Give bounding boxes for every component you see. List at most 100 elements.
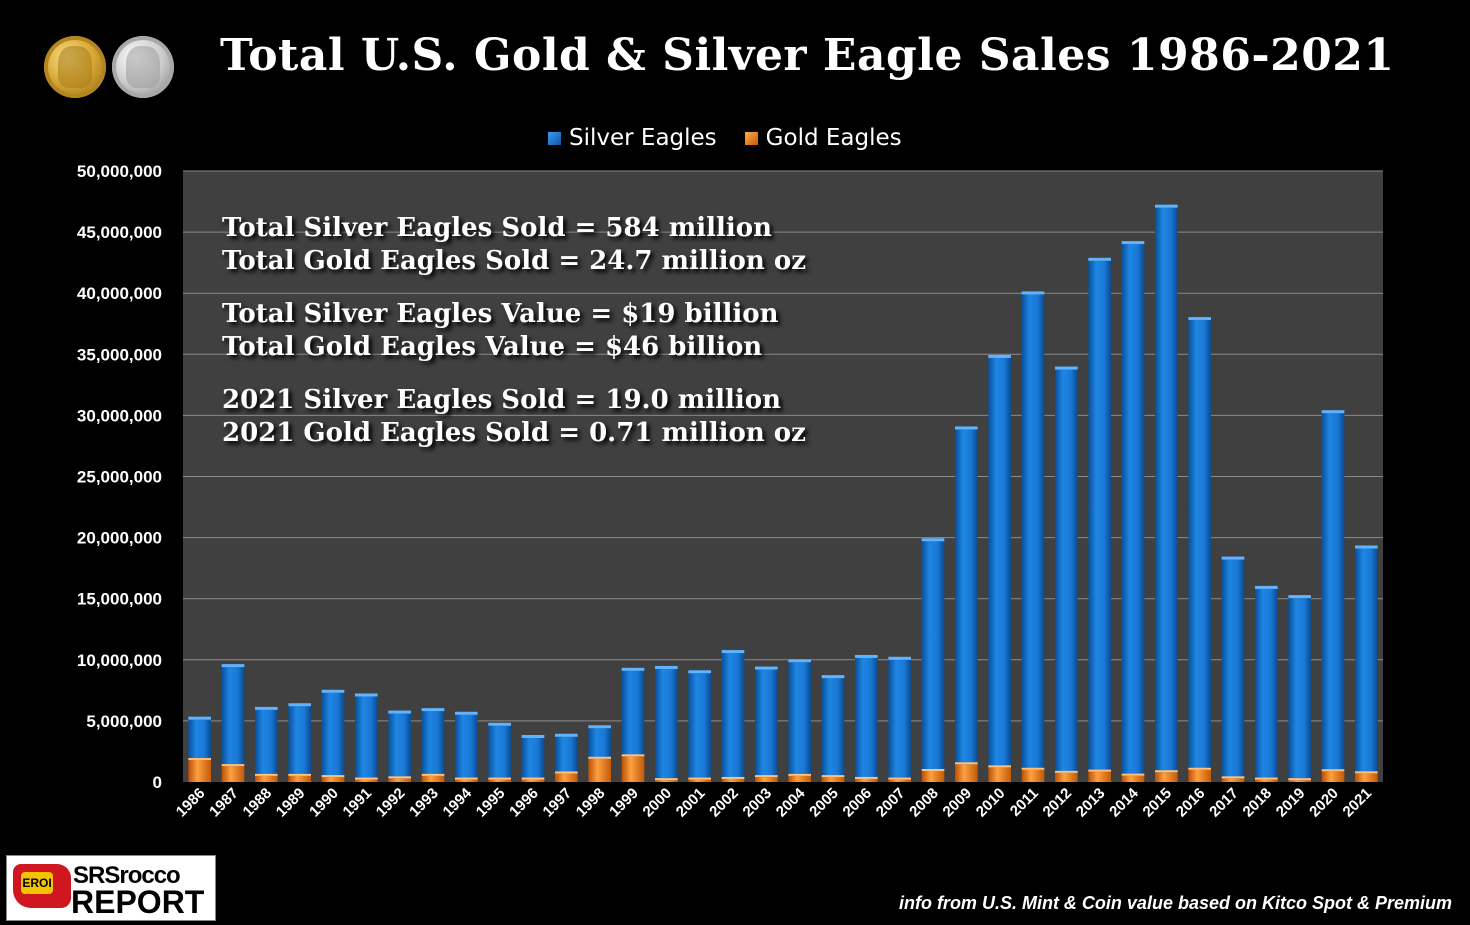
bar-silver-1997 (555, 736, 578, 774)
bar-silver-top-2019 (1288, 595, 1311, 599)
x-tick-label: 1987 (206, 785, 242, 821)
bar-gold-top-1991 (355, 777, 378, 780)
bar-gold-1987 (221, 766, 245, 782)
y-tick-label: 20,000,000 (77, 529, 162, 548)
gold-eagle-coin-icon (44, 36, 106, 98)
bar-gold-1996 (521, 779, 545, 782)
bar-silver-top-2004 (788, 659, 811, 663)
legend-item-gold: Gold Eagles (744, 125, 902, 151)
bar-gold-top-2005 (821, 775, 845, 778)
x-tick-label: 1995 (473, 785, 509, 821)
bar-gold-top-1994 (455, 777, 478, 780)
legend-swatch-silver (548, 131, 561, 145)
bar-silver-2006 (855, 657, 878, 779)
bar-gold-2007 (888, 779, 911, 782)
bar-silver-top-1996 (521, 735, 545, 739)
bar-gold-top-2015 (1155, 770, 1178, 773)
bar-silver-2010 (988, 357, 1011, 768)
bar-gold-1995 (488, 779, 511, 782)
x-tick-label: 2000 (640, 785, 676, 821)
bar-gold-top-2013 (1088, 769, 1111, 772)
bar-silver-top-1986 (188, 716, 211, 720)
annotation-2021-gold-sold: 2021 Gold Eagles Sold = 0.71 million oz (222, 418, 806, 448)
bar-gold-2011 (1021, 769, 1045, 782)
x-tick-label: 2014 (1106, 784, 1142, 820)
bar-gold-top-1996 (521, 777, 545, 780)
legend-swatch-gold (744, 131, 758, 145)
y-tick-label: 10,000,000 (77, 651, 162, 670)
bar-silver-top-2010 (988, 354, 1011, 358)
x-tick-label: 2019 (1273, 785, 1309, 821)
annotation-totals-sold: Total Silver Eagles Sold = 584 million T… (222, 212, 806, 278)
bar-gold-2002 (721, 778, 745, 782)
bar-gold-top-2019 (1288, 778, 1311, 781)
annotation-total-gold-value: Total Gold Eagles Value = $46 billion (222, 332, 763, 362)
bar-gold-1992 (388, 778, 411, 782)
bar-silver-2007 (888, 659, 911, 780)
bar-silver-top-1990 (321, 689, 345, 693)
bar-silver-top-2005 (821, 675, 845, 679)
x-tick-label: 1994 (440, 784, 476, 820)
x-tick-label: 1997 (540, 785, 576, 821)
bar-gold-2006 (855, 778, 878, 782)
x-tick-label: 2021 (1340, 785, 1376, 821)
y-tick-label: 25,000,000 (77, 468, 162, 487)
legend: Silver Eagles Gold Eagles (548, 124, 902, 152)
x-tick-label: 2017 (1206, 785, 1242, 821)
bar-silver-2001 (688, 673, 711, 780)
bar-gold-top-2017 (1221, 776, 1245, 779)
chart-title: Total U.S. Gold & Silver Eagle Sales 198… (220, 30, 1395, 81)
bar-gold-top-1997 (555, 771, 578, 774)
x-tick-label: 2020 (1306, 785, 1342, 821)
bar-silver-top-2018 (1255, 585, 1278, 589)
x-tick-label: 2012 (1040, 785, 1076, 821)
srsrocco-report-logo: EROI SRSrocco REPORT (6, 855, 216, 921)
bar-silver-2008 (921, 541, 945, 772)
bar-silver-top-2006 (855, 654, 878, 658)
bar-silver-2018 (1255, 588, 1278, 780)
bar-gold-2018 (1255, 779, 1278, 782)
y-tick-label: 15,000,000 (77, 590, 162, 609)
bar-gold-1999 (621, 756, 645, 782)
bar-silver-1996 (521, 738, 545, 780)
bar-silver-2013 (1088, 260, 1111, 772)
bar-gold-1991 (355, 779, 378, 782)
y-tick-label: 5,000,000 (86, 712, 162, 731)
bar-silver-2011 (1021, 294, 1045, 770)
bar-silver-top-1987 (221, 664, 245, 668)
y-tick-label: 50,000,000 (77, 162, 162, 181)
bar-gold-top-2004 (788, 773, 811, 776)
logo-text-bottom: REPORT (71, 884, 205, 920)
bar-silver-top-2017 (1221, 556, 1245, 560)
bar-gold-top-2006 (855, 776, 878, 779)
annotation-total-silver-sold: Total Silver Eagles Sold = 584 million (222, 213, 773, 243)
bar-gold-top-2020 (1321, 769, 1345, 772)
x-tick-label: 1986 (173, 785, 209, 821)
bar-silver-top-2013 (1088, 257, 1111, 261)
bar-silver-2002 (721, 653, 745, 779)
x-tick-label: 2004 (773, 784, 809, 820)
bar-gold-top-2007 (888, 777, 911, 780)
bar-gold-top-1989 (288, 773, 311, 776)
y-tick-label: 30,000,000 (77, 406, 162, 425)
bar-silver-top-1988 (255, 706, 278, 710)
bar-silver-2017 (1221, 559, 1245, 779)
bar-gold-top-1988 (255, 773, 278, 776)
bar-silver-1991 (355, 696, 378, 780)
bar-silver-top-1991 (355, 693, 378, 697)
bar-silver-top-2002 (721, 650, 745, 654)
bar-gold-top-2000 (655, 778, 678, 781)
bar-silver-top-2001 (688, 670, 711, 674)
x-tick-label: 2010 (973, 785, 1009, 821)
bar-gold-2010 (988, 767, 1011, 782)
bar-gold-2005 (821, 777, 845, 782)
bar-gold-2020 (1321, 771, 1345, 782)
bar-gold-2008 (921, 771, 945, 782)
bar-gold-2015 (1155, 772, 1178, 782)
bar-silver-top-2009 (955, 426, 978, 430)
bar-gold-2021 (1355, 773, 1378, 782)
x-tick-label: 1998 (573, 785, 609, 821)
bar-gold-top-1987 (221, 764, 245, 767)
x-tick-label: 2003 (740, 785, 776, 821)
